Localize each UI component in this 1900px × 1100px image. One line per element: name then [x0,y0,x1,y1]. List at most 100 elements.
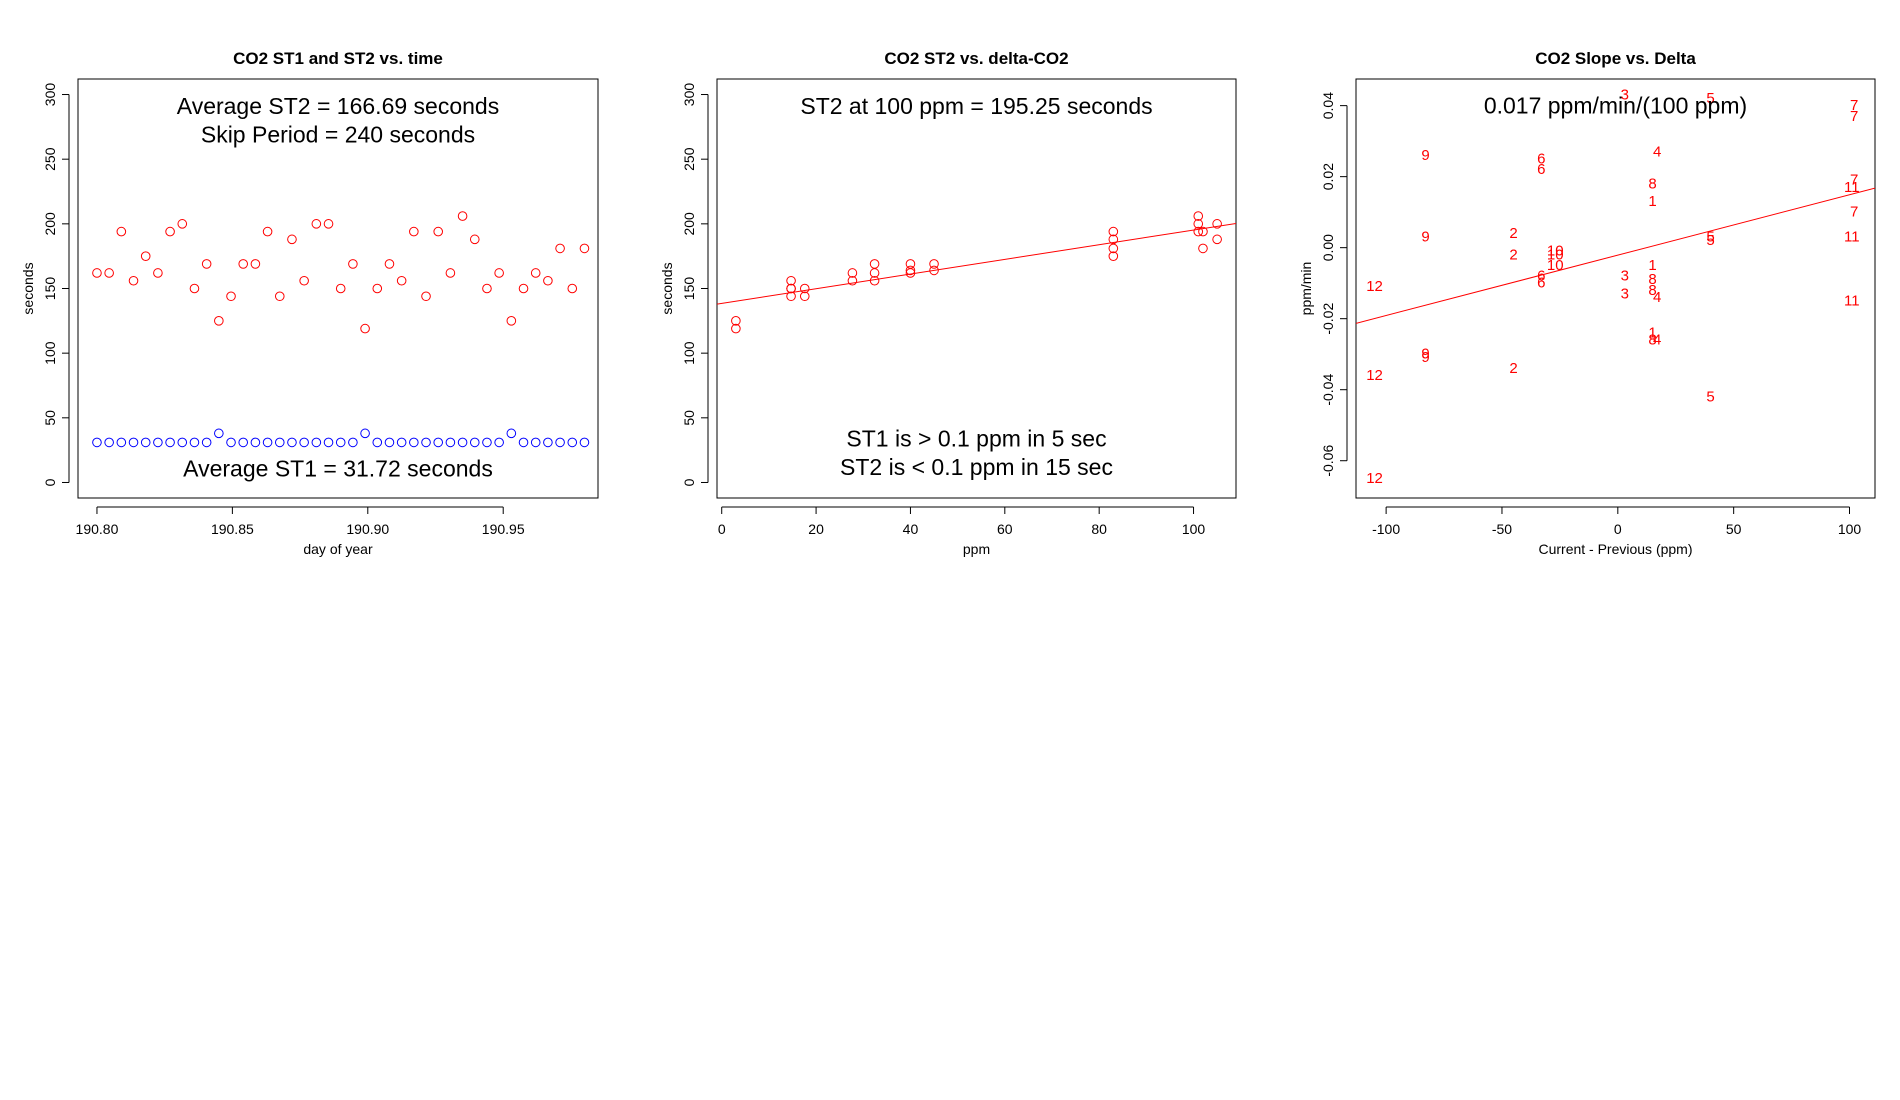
data-point-st2 [567,283,578,294]
data-point-label: 2 [1509,360,1517,377]
data-point-st2 [262,226,273,237]
data-point-st1 [567,437,578,448]
data-point-st2 [518,283,529,294]
data-point-label: 4 [1653,143,1661,160]
data-point-label: 7 [1850,97,1858,114]
data-point-st1 [274,437,285,448]
data-point-label: 4 [1653,289,1661,306]
data-point-st1 [518,437,529,448]
data-point-label: 8 [1648,331,1656,348]
data-point-st2 [847,275,858,286]
data-point-st2 [384,259,395,269]
x-axis-label: ppm [963,541,990,557]
data-point-st2 [1193,219,1204,229]
data-point-label: 11 [1844,179,1860,196]
data-point-label: 9 [1421,346,1429,363]
y-tick-label: 250 [681,147,697,171]
chart-title: CO2 ST2 vs. delta-CO2 [884,49,1068,68]
data-point-label: 11 [1844,292,1860,309]
x-tick-label: -100 [1372,521,1400,537]
data-point-label: 7 [1850,172,1858,189]
data-point-label: 5 [1706,229,1714,246]
data-point-st2 [1108,226,1119,237]
data-point-st1 [104,437,114,448]
data-point-st2 [1193,211,1204,221]
data-point-st1 [530,437,541,448]
data-point-st2 [226,291,236,302]
data-point-label: 9 [1421,349,1429,366]
data-point-st2 [128,275,139,286]
data-point-label: 1 [1648,324,1656,341]
chart-title: CO2 Slope vs. Delta [1535,49,1696,68]
data-point-st1 [153,437,163,448]
data-point-label: 8 [1648,282,1656,299]
y-tick-label: 0 [681,478,697,486]
y-tick-label: -0.02 [1320,303,1336,335]
data-point-st1 [457,437,468,448]
y-tick-label: 0 [42,478,58,486]
data-point-st1 [396,437,407,448]
data-point-label: 1 [1648,193,1656,210]
data-point-st2 [165,226,175,237]
data-point-label: 5 [1706,232,1714,249]
y-axis-label: ppm/min [1298,262,1314,316]
y-tick-label: 0.02 [1320,163,1336,190]
data-point-st2 [238,259,249,269]
data-point-st2 [731,323,741,334]
data-point-st1 [140,437,151,448]
chart-annotation: Average ST2 = 166.69 seconds [177,93,499,119]
data-point-st2 [409,226,419,237]
data-point-st2 [274,291,285,302]
x-tick-label: 0 [718,521,726,537]
data-point-label: 12 [1366,367,1383,384]
data-point-st2 [116,226,127,237]
y-tick-label: 200 [681,212,697,236]
data-point-st2 [543,275,553,286]
data-point-st1 [372,437,383,448]
y-tick-label: 250 [42,147,58,171]
data-point-st2 [92,268,102,278]
x-tick-label: 190.85 [211,521,254,537]
data-point-label: 9 [1421,229,1429,246]
data-point-st2 [177,219,188,229]
chart-annotation: Skip Period = 240 seconds [201,122,475,148]
data-point-st2 [869,275,880,286]
data-point-st2 [214,316,224,326]
x-tick-label: 190.80 [76,521,119,537]
y-axis-label: seconds [20,262,36,314]
panel-st1-st2-vs-time: CO2 ST1 and ST2 vs. time 190.80 190.85 190.… [20,49,599,557]
data-point-st1 [506,428,517,439]
data-point-label: 10 [1547,243,1564,260]
data-point-st2 [1198,226,1208,237]
data-point-label: 2 [1509,246,1517,263]
data-point-st2 [929,259,939,269]
data-point-label: 2 [1509,225,1517,242]
data-point-st2 [905,268,916,278]
data-point-label: 8 [1648,271,1656,288]
data-point-st2 [469,234,480,245]
data-point-st1 [445,437,456,448]
data-point-st2 [287,234,297,245]
chart-title: CO2 ST1 and ST2 vs. time [233,49,443,68]
data-point-st2 [786,283,796,294]
data-point-st2 [323,219,334,229]
data-point-st2 [847,268,858,278]
data-point-label: 7 [1850,204,1858,221]
panel-slope-vs-delta: CO2 Slope vs. Delta -100 -50 0 50 100 Current … [1298,49,1876,557]
y-tick-label: 150 [42,277,58,301]
regression-line [717,222,1236,305]
data-point-label: 1 [1648,257,1656,274]
data-point-st1 [165,437,175,448]
data-point-st2 [799,291,810,302]
data-point-st2 [905,265,916,276]
data-point-label: 9 [1421,147,1429,164]
data-point-st2 [348,259,358,269]
data-point-st2 [506,316,517,326]
x-tick-label: 190.95 [482,521,525,537]
chart-annotation: ST2 at 100 ppm = 195.25 seconds [800,93,1152,119]
data-point-st1 [177,437,188,448]
data-point-st2 [201,259,212,269]
data-point-st2 [929,265,939,276]
data-point-st1 [579,437,590,448]
panel-st2-vs-delta: CO2 ST2 vs. delta-CO2 0 20 40 60 80 100 ppm 0 50 1… [659,49,1237,557]
